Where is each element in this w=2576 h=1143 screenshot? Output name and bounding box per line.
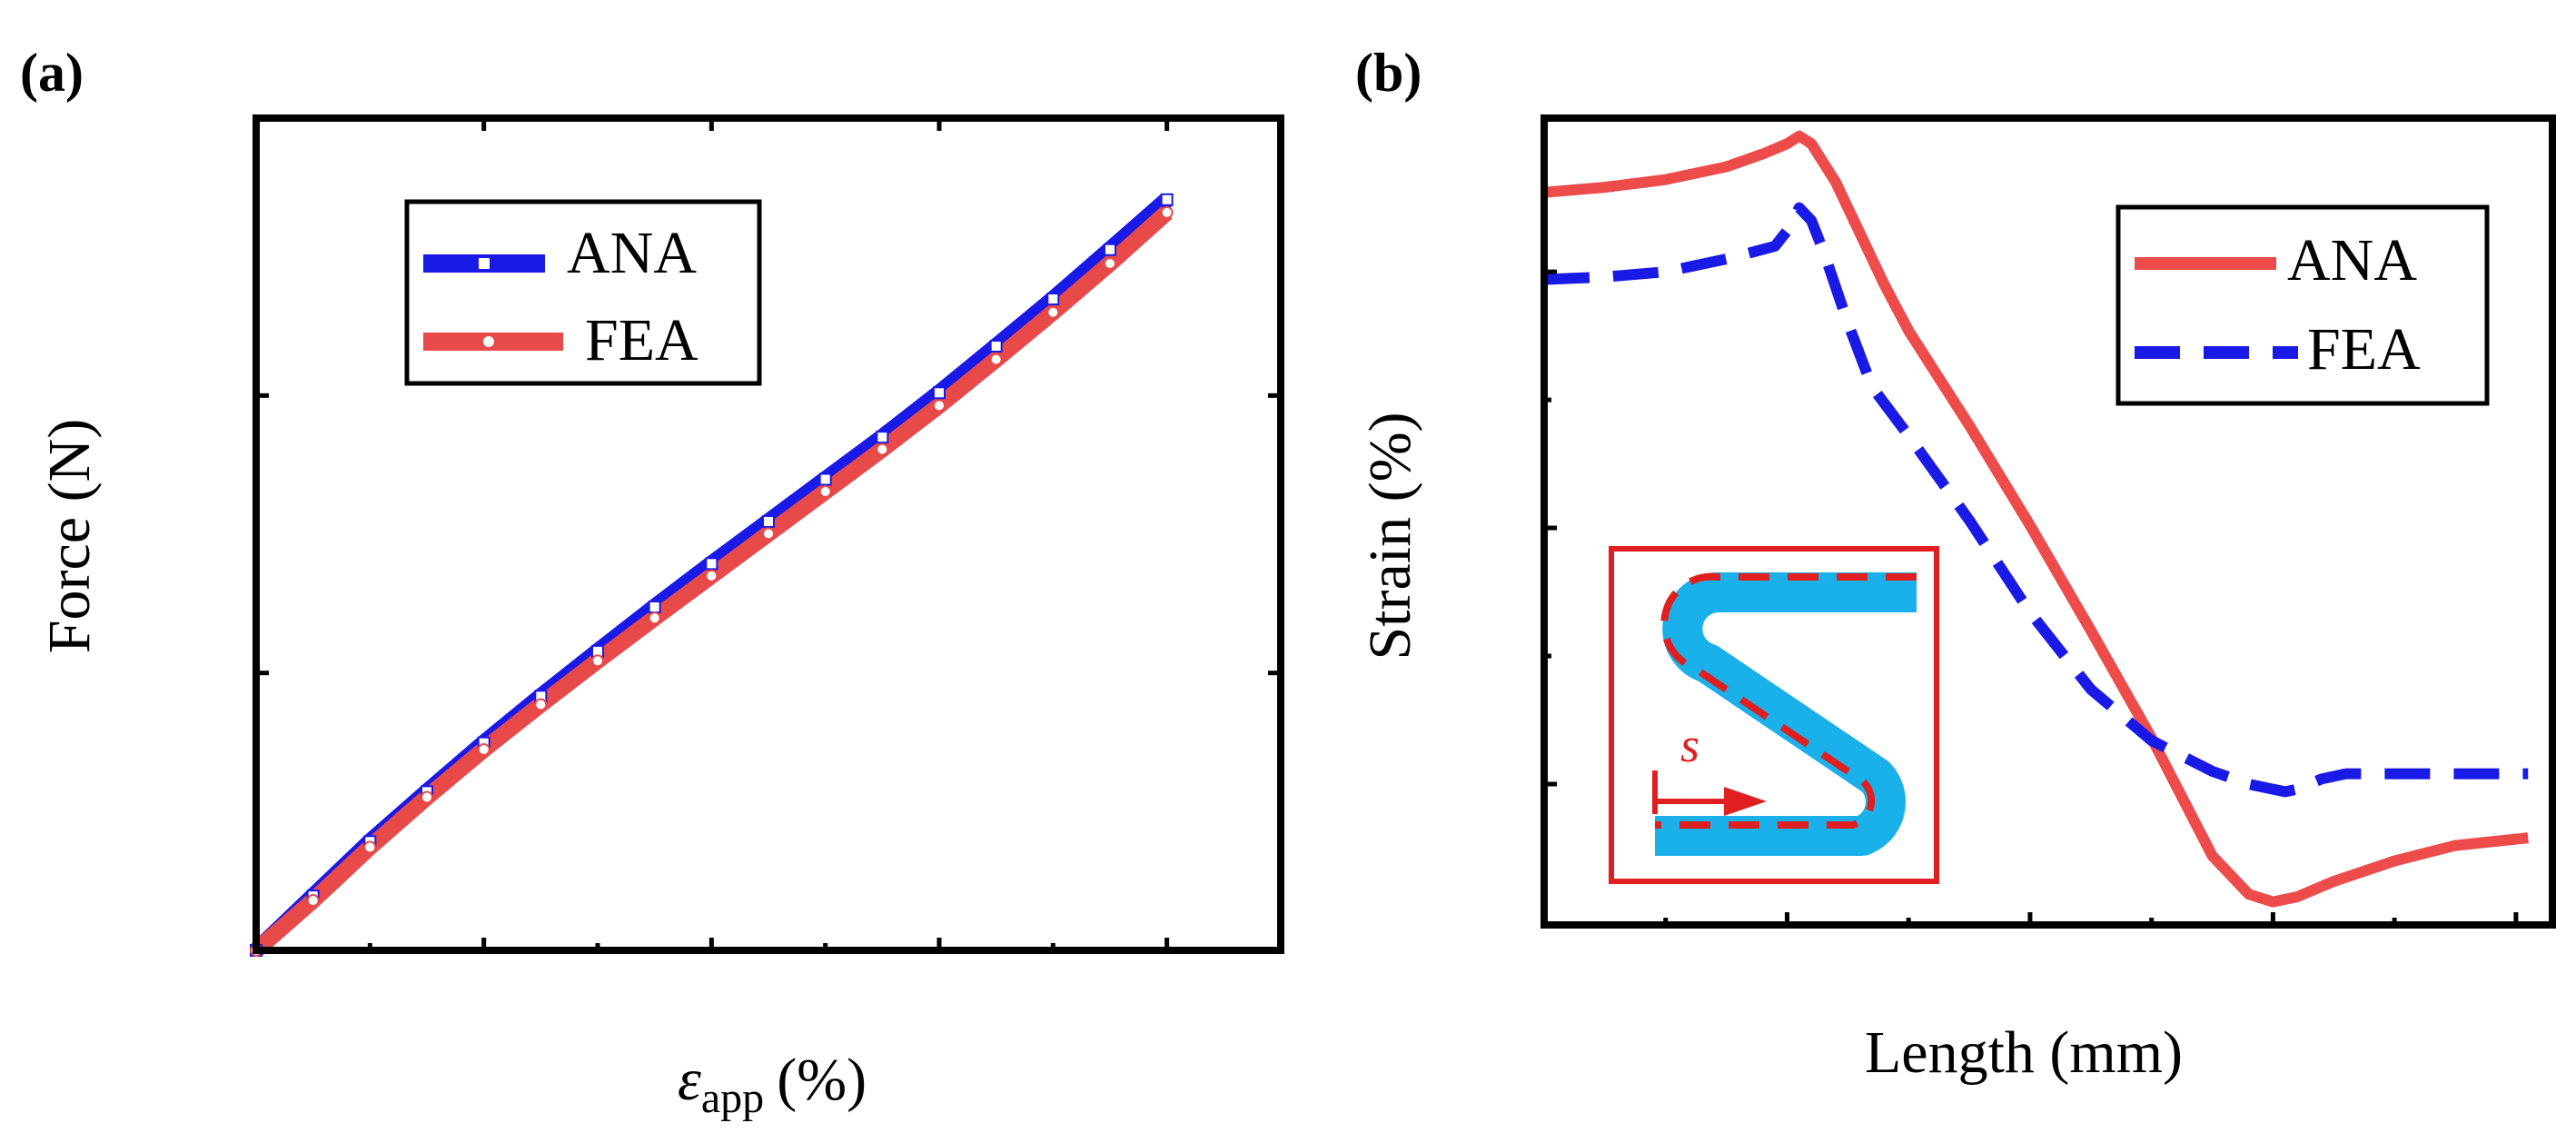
panel-a-point-ana <box>762 514 775 528</box>
panel-a-point-ana <box>1104 243 1116 256</box>
legend-b-ana-label: ANA <box>2287 227 2417 293</box>
panel-b-label: (b) <box>1355 43 1422 103</box>
arrow-icon <box>1724 787 1767 816</box>
panel-a-label: (a) <box>20 43 84 103</box>
legend-ana-label: ANA <box>567 220 697 286</box>
panel-a-point-ana <box>705 557 718 571</box>
panel-b-legend-marks <box>2135 257 2298 359</box>
strip-schematic-inset: s <box>1609 546 1939 884</box>
panel-a-point-fea <box>306 894 320 908</box>
panel-a-ylabel: Force (N) <box>36 419 103 653</box>
panel-a-point-fea <box>933 399 946 412</box>
panel-b-ticks <box>1541 269 2519 925</box>
panel-a-ticks <box>253 115 1281 950</box>
panel-a-point-fea <box>363 840 377 854</box>
panel-a-point-ana <box>648 600 661 613</box>
panel-a-point-fea <box>989 353 1003 366</box>
panel-a-xlabel-unit: (%) <box>777 1047 867 1113</box>
panel-a-point-ana <box>1046 293 1060 306</box>
panel-a-xlabel: εapp (%) <box>678 1047 867 1122</box>
panel-a-point-ana <box>933 386 946 400</box>
panel-a-point-ana <box>1160 193 1174 206</box>
panel-b-plot-frame <box>1541 114 2556 929</box>
legend-fea-marker <box>483 336 494 347</box>
panel-a-xlabel-subscript: app <box>701 1074 764 1122</box>
panel-a-point-fea <box>1160 205 1174 219</box>
panel-a-point-ana <box>876 431 889 444</box>
panel-b-series-line-ana <box>1543 130 2529 908</box>
panel-b-xlabel: Length (mm) <box>1865 1019 2183 1086</box>
panel-a-point-fea <box>818 484 832 498</box>
legend-ana-marker <box>479 258 490 269</box>
panel-a-point-fea <box>591 654 604 668</box>
panel-b-legend-box <box>2115 204 2490 406</box>
panel-a-point-fea <box>534 698 548 711</box>
inset-centerline <box>1655 572 1917 829</box>
panel-a-point-ana <box>818 472 832 486</box>
panel-a: (a) Force (N) εapp (%) ANA FEA <box>20 43 1284 1122</box>
panel-a-point-fea <box>1046 305 1060 319</box>
panel-a-point-fea <box>705 569 718 582</box>
panel-a-point-fea <box>648 611 661 625</box>
panel-a-legend-marks <box>423 254 563 351</box>
panel-a-point-fea <box>1104 256 1116 270</box>
panel-b-series-line-fea <box>1543 202 2529 798</box>
legend-b-fea-label: FEA <box>2307 316 2421 383</box>
panel-a-point-fea <box>477 742 490 756</box>
panel-b-marks <box>1543 130 2529 908</box>
panel-a-legend-box <box>404 199 762 386</box>
panel-b-ylabel: Strain (%) <box>1357 412 1423 660</box>
panel-b: (b) Strain (%) Length (mm) ANA FEA s <box>1355 43 2556 1086</box>
inset-s-label: s <box>1680 718 1699 772</box>
legend-fea-label: FEA <box>585 307 698 373</box>
panel-a-xlabel-symbol: ε <box>678 1047 701 1113</box>
panel-a-point-fea <box>876 442 889 456</box>
panel-a-point-ana <box>989 339 1003 353</box>
panel-b-legend: ANA FEA <box>2115 204 2490 406</box>
panel-a-marks <box>250 193 1174 957</box>
inset-strip <box>1655 572 1917 856</box>
panel-a-point-fea <box>762 527 775 541</box>
panel-a-point-fea <box>421 790 433 804</box>
panel-a-plot-frame <box>253 114 1284 954</box>
panel-a-legend: ANA FEA <box>404 199 762 386</box>
